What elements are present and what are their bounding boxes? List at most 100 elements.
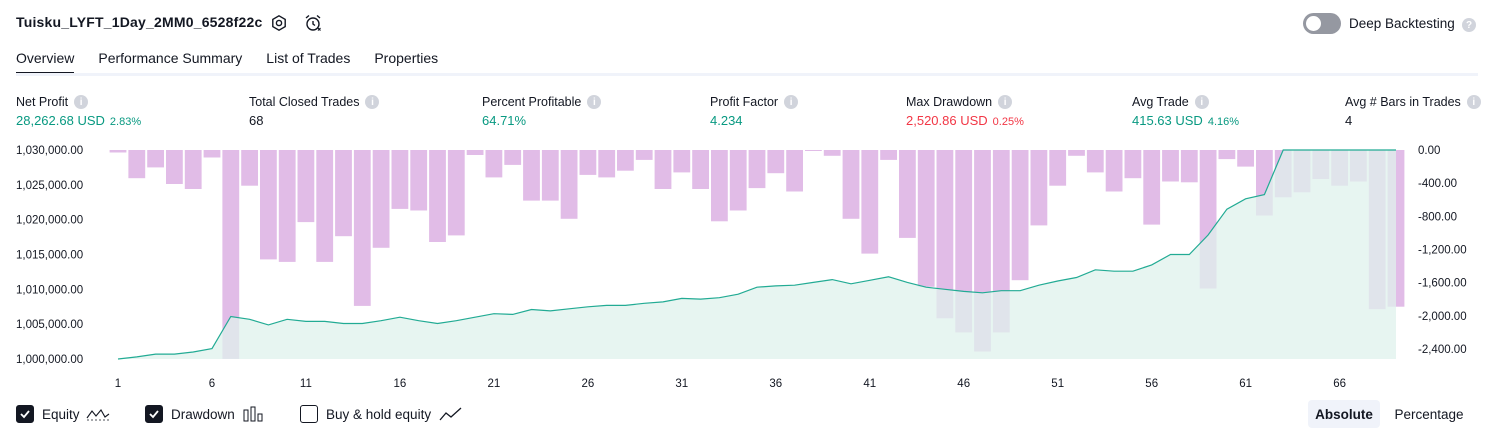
tab-performance-summary[interactable]: Performance Summary xyxy=(98,50,243,66)
legend-equity[interactable]: Equity xyxy=(16,404,110,424)
tab-overview[interactable]: Overview xyxy=(16,48,75,75)
metric-value: 4.234 xyxy=(710,113,743,128)
metric-value: 2,520.86 USD xyxy=(906,113,988,128)
legend-buy-hold-equity[interactable]: Buy & hold equity xyxy=(300,404,463,424)
drawdown-bar xyxy=(861,150,879,254)
info-icon[interactable]: i xyxy=(587,95,602,109)
tab-list-of-trades[interactable]: List of Trades xyxy=(266,50,351,66)
x-tick-label: 56 xyxy=(1145,378,1158,390)
drawdown-bar xyxy=(1030,150,1048,226)
y-axis-right: 0.00 -400.00 -800.00 -1,200.00 -1,600.00 -2,0… xyxy=(1418,145,1467,356)
tab-properties[interactable]: Properties xyxy=(374,50,439,66)
x-tick-label: 21 xyxy=(488,378,501,390)
info-icon[interactable]: i xyxy=(784,95,799,109)
x-tick-label: 16 xyxy=(394,378,407,390)
drawdown-bar xyxy=(466,150,484,155)
y-left-tick-label: 1,025,000.00 xyxy=(16,180,83,192)
drawdown-bar xyxy=(241,150,258,186)
equity-area xyxy=(118,150,1396,359)
info-icon[interactable]: i xyxy=(74,95,89,109)
x-tick-label: 1 xyxy=(115,378,121,390)
drawdown-bar xyxy=(523,150,540,201)
metric-value: 64.71% xyxy=(482,113,527,128)
y-right-tick-label: -2,400.00 xyxy=(1418,344,1467,356)
drawdown-bar xyxy=(560,150,578,219)
drawdown-bar xyxy=(617,150,634,171)
x-tick-label: 36 xyxy=(769,378,782,390)
drawdown-bar xyxy=(1086,150,1104,173)
metric-percent-profitable: Percent Profitable i 64.71% xyxy=(482,94,602,128)
info-icon[interactable]: i xyxy=(1194,95,1209,109)
alarm-clock-icon[interactable] xyxy=(302,12,324,34)
drawdown-bar xyxy=(1218,150,1236,160)
x-tick-label: 6 xyxy=(209,378,215,390)
metric-label: Net Profit xyxy=(16,95,69,109)
drawdown-bar xyxy=(899,150,916,238)
drawdown-bar xyxy=(992,150,1010,333)
metric-label: Max Drawdown xyxy=(906,95,993,109)
drawdown-bar xyxy=(429,150,446,242)
metric-label: Avg Trade xyxy=(1132,95,1189,109)
drawdown-bar xyxy=(297,150,315,223)
drawdown-bar xyxy=(1143,150,1161,225)
drawdown-bar xyxy=(391,150,409,209)
metric-percent: 2.83% xyxy=(109,116,142,128)
metric-label: Profit Factor xyxy=(710,95,779,109)
drawdown-bar xyxy=(166,150,183,184)
buy-hold-checkbox[interactable] xyxy=(300,405,318,423)
drawdown-bar xyxy=(786,150,803,192)
legend-drawdown[interactable]: Drawdown xyxy=(145,404,265,424)
metric-avg-trade: Avg Trade i 415.63 USD 4.16% xyxy=(1132,94,1239,128)
drawdown-bar xyxy=(729,150,747,211)
drawdown-bar xyxy=(598,150,616,178)
settings-icon[interactable] xyxy=(268,12,290,34)
info-icon[interactable]: i xyxy=(365,95,380,109)
equity-checkbox[interactable] xyxy=(16,405,34,423)
drawdown-bar xyxy=(335,150,352,237)
deep-backtesting-toggle[interactable] xyxy=(1303,13,1341,34)
x-tick-label: 11 xyxy=(300,378,312,390)
legend-label: Equity xyxy=(42,406,80,422)
strategy-title: Tuisku_LYFT_1Day_2MM0_6528f22c xyxy=(16,14,263,30)
drawdown-bar xyxy=(823,150,841,156)
drawdown-bar xyxy=(1124,150,1142,179)
metric-label: Avg # Bars in Trades xyxy=(1345,95,1461,109)
metric-value: 4 xyxy=(1345,113,1353,128)
x-tick-label: 66 xyxy=(1333,378,1346,390)
y-right-tick-label: 0.00 xyxy=(1418,145,1440,157)
toggle-knob xyxy=(1306,16,1321,31)
info-icon[interactable]: i xyxy=(1466,95,1481,109)
help-icon[interactable]: ? xyxy=(1462,18,1476,32)
info-icon[interactable]: i xyxy=(998,95,1013,109)
drawdown-bar xyxy=(128,150,146,179)
drawdown-bar xyxy=(485,150,503,178)
drawdown-bar xyxy=(711,150,728,222)
absolute-button[interactable]: Absolute xyxy=(1308,400,1380,428)
metric-label: Total Closed Trades xyxy=(249,95,360,109)
metric-net-profit: Net Profit i 28,262.68 USD 2.83% xyxy=(16,94,141,128)
tabs-divider xyxy=(16,73,1478,76)
x-tick-label: 26 xyxy=(582,378,595,390)
metric-label: Percent Profitable xyxy=(482,95,582,109)
drawdown-bar xyxy=(541,150,559,201)
metric-value: 68 xyxy=(249,113,264,128)
drawdown-checkbox[interactable] xyxy=(145,405,163,423)
y-right-tick-label: -1,600.00 xyxy=(1418,278,1467,290)
x-axis: 1 6 11 16 21 26 31 36 41 46 51 56 61 66 xyxy=(115,378,1346,390)
legend-label: Buy & hold equity xyxy=(326,406,432,422)
x-tick-label: 46 xyxy=(957,378,970,390)
drawdown-bar xyxy=(917,150,935,287)
drawdown-bar xyxy=(147,150,164,168)
drawdown-bar xyxy=(1049,150,1067,186)
percentage-button[interactable]: Percentage xyxy=(1394,406,1464,422)
drawdown-bar xyxy=(222,150,240,359)
equity-drawdown-chart[interactable]: 1,030,000.00 1,025,000.00 1,020,000.00 1,01… xyxy=(0,136,1494,392)
drawdown-bar xyxy=(1180,150,1198,183)
drawdown-bar xyxy=(748,150,766,189)
y-right-tick-label: -400.00 xyxy=(1418,178,1457,190)
metric-value: 28,262.68 USD xyxy=(16,113,105,128)
x-tick-label: 61 xyxy=(1239,378,1252,390)
drawdown-bar xyxy=(109,150,127,153)
y-left-tick-label: 1,015,000.00 xyxy=(16,250,83,262)
drawdown-bar xyxy=(955,150,973,333)
